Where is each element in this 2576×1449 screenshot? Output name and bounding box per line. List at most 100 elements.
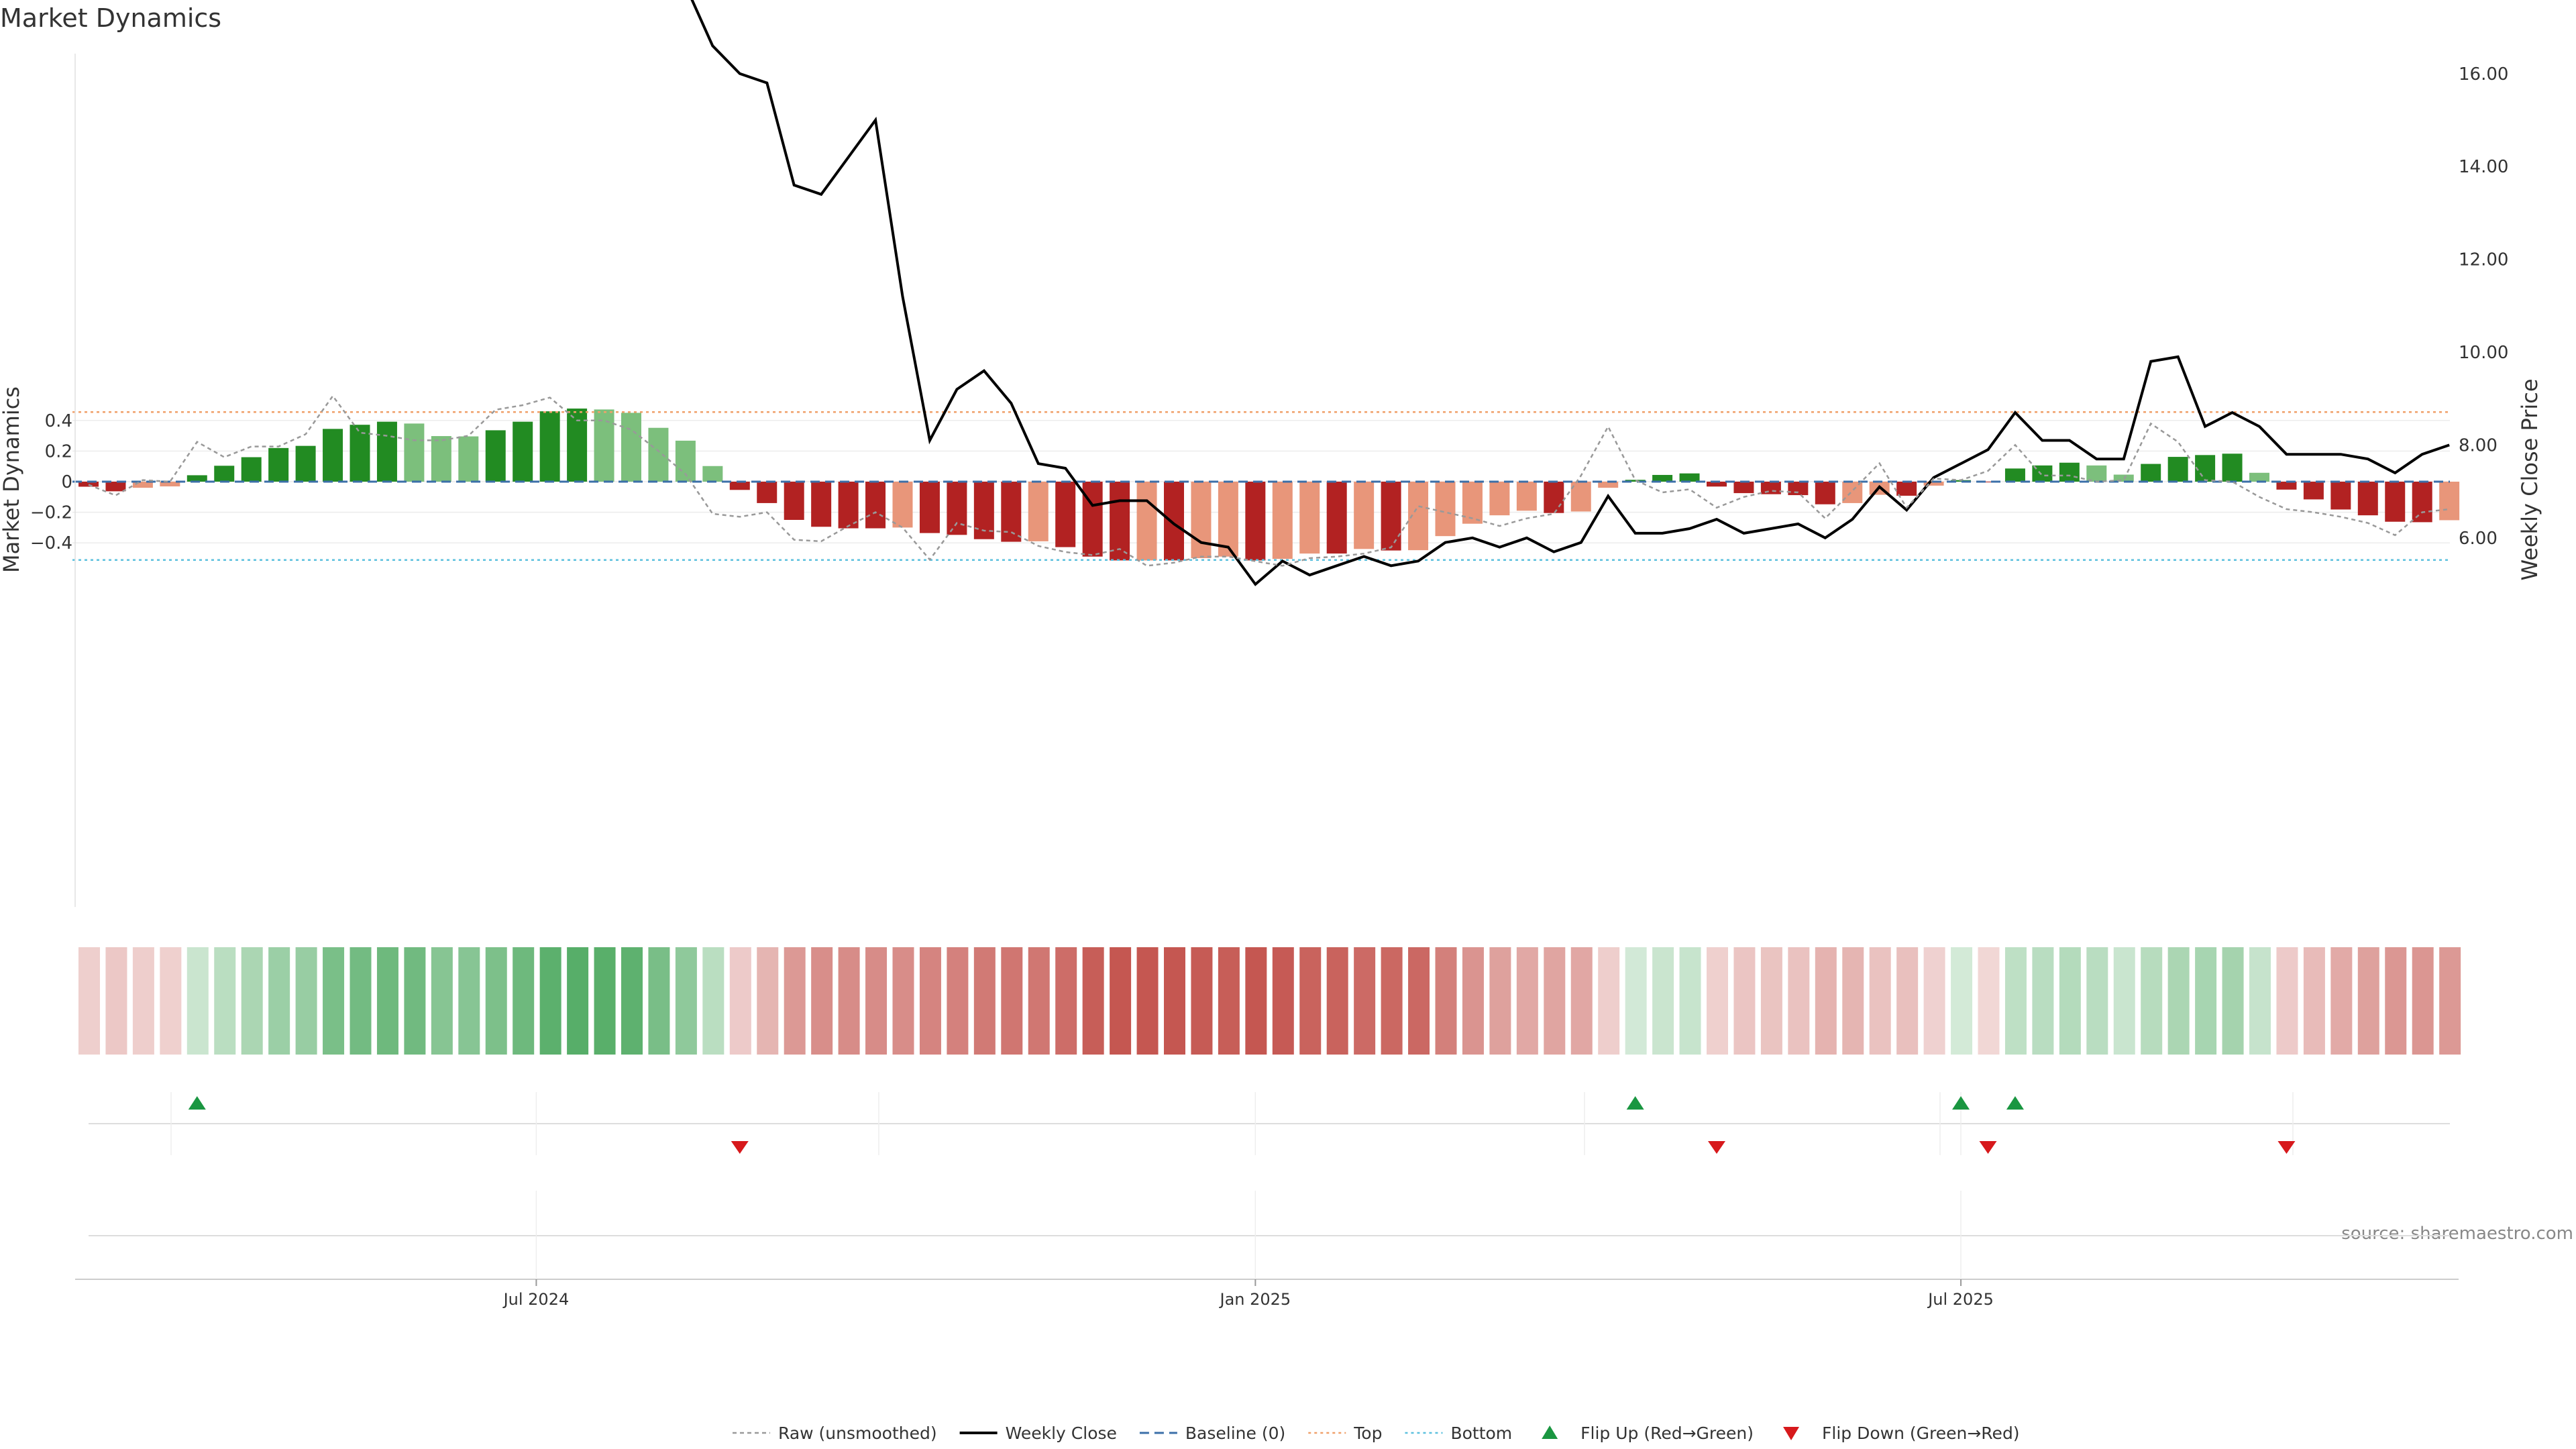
momentum-bar xyxy=(1707,482,1727,487)
momentum-bar xyxy=(838,482,859,529)
flip-up-marker xyxy=(1952,1096,1970,1110)
momentum-bar xyxy=(485,430,506,482)
momentum-bar xyxy=(2086,465,2107,482)
momentum-bar xyxy=(2303,482,2324,500)
heatmap-cell xyxy=(729,947,751,1055)
right-tick-label: 12.00 xyxy=(2459,250,2508,270)
heatmap-cell xyxy=(621,947,643,1055)
flip-markers-panel xyxy=(89,1092,2450,1155)
momentum-bar xyxy=(105,482,126,492)
momentum-bar xyxy=(2167,457,2188,482)
heatmap-cell xyxy=(1788,947,1810,1055)
momentum-bar xyxy=(729,482,750,490)
time-tick-label: Jul 2024 xyxy=(502,1290,570,1309)
heatmap-cell xyxy=(1544,947,1566,1055)
momentum-bar xyxy=(458,436,479,482)
heatmap-cell xyxy=(2385,947,2407,1055)
legend-label-flip_down: Flip Down (Green→Red) xyxy=(1822,1424,2020,1443)
momentum-bar xyxy=(1136,482,1157,561)
flip-up-marker xyxy=(188,1096,206,1110)
momentum-bar xyxy=(2222,453,2243,482)
heatmap-cell xyxy=(1245,947,1267,1055)
heatmap-cell xyxy=(947,947,969,1055)
momentum-bars xyxy=(78,409,2460,561)
heatmap-cell xyxy=(1001,947,1023,1055)
momentum-bar xyxy=(78,482,99,487)
heatmap-cell xyxy=(675,947,697,1055)
price-lines xyxy=(88,0,2450,586)
heatmap-cell xyxy=(1408,947,1430,1055)
momentum-bar xyxy=(295,445,316,482)
heatmap-cell xyxy=(2086,947,2108,1055)
momentum-bar xyxy=(214,466,235,482)
momentum-bar xyxy=(539,411,560,482)
momentum-bar xyxy=(892,482,913,528)
heatmap-cell xyxy=(1110,947,1132,1055)
flip-down-marker xyxy=(1979,1141,1997,1154)
momentum-bar xyxy=(2357,482,2378,516)
reference-levels xyxy=(72,411,2450,561)
left-tick-label: −0.2 xyxy=(30,503,72,523)
right-axis-label: Weekly Close Price xyxy=(2517,378,2542,580)
heatmap-cell xyxy=(350,947,372,1055)
right-tick-label: 16.00 xyxy=(2459,64,2508,85)
momentum-bar xyxy=(1652,474,1673,482)
heatmap-cell xyxy=(1923,947,1945,1055)
momentum-bar xyxy=(1354,482,1375,549)
momentum-bar xyxy=(1516,482,1537,511)
momentum-bar xyxy=(241,457,262,482)
momentum-bar xyxy=(1625,480,1646,482)
momentum-bar xyxy=(702,466,723,482)
heatmap-cell xyxy=(2167,947,2190,1055)
heatmap-cell xyxy=(132,947,154,1055)
heatmap-cell xyxy=(539,947,561,1055)
heatmap-cell xyxy=(1055,947,1077,1055)
heatmap-cell xyxy=(214,947,236,1055)
momentum-bar xyxy=(811,482,832,527)
momentum-bar xyxy=(1028,482,1049,541)
heatmap-strip xyxy=(78,947,2461,1055)
heatmap-cell xyxy=(513,947,535,1055)
momentum-bar xyxy=(2330,482,2351,510)
heatmap-cell xyxy=(1381,947,1403,1055)
flip-down-marker xyxy=(1708,1141,1725,1154)
momentum-bar xyxy=(2141,464,2161,482)
legend-label-baseline: Baseline (0) xyxy=(1185,1424,1285,1443)
momentum-bar xyxy=(621,413,641,482)
heatmap-cell xyxy=(1136,947,1159,1055)
momentum-bar xyxy=(1435,482,1456,537)
heatmap-cell xyxy=(1326,947,1348,1055)
right-tick-label: 10.00 xyxy=(2459,343,2508,363)
heatmap-cell xyxy=(2141,947,2163,1055)
heatmap-cell xyxy=(1191,947,1213,1055)
heatmap-cell xyxy=(2004,947,2027,1055)
momentum-bar xyxy=(784,482,804,520)
legend: Raw (unsmoothed) Weekly Close Baseline (0)… xyxy=(733,1424,2020,1443)
heatmap-cell xyxy=(1760,947,1782,1055)
heatmap-cell xyxy=(2303,947,2325,1055)
momentum-bar xyxy=(404,423,425,482)
left-axis-ticks: 0.4 0.2 0 −0.2 −0.4 xyxy=(30,54,76,907)
heatmap-cell xyxy=(241,947,263,1055)
momentum-bar xyxy=(350,425,370,482)
empty-panel xyxy=(89,1191,2450,1278)
heatmap-cell xyxy=(1707,947,1728,1055)
heatmap-cell xyxy=(1625,947,1647,1055)
momentum-bar xyxy=(1923,482,1944,486)
time-axis: Jul 2024 Jan 2025 Jul 2025 xyxy=(75,1279,2459,1309)
left-tick-label: −0.4 xyxy=(30,533,72,553)
heatmap-cell xyxy=(1435,947,1457,1055)
heatmap-cell xyxy=(1299,947,1322,1055)
momentum-bar xyxy=(1598,482,1619,488)
heatmap-cell xyxy=(1733,947,1756,1055)
heatmap-cell xyxy=(323,947,345,1055)
momentum-bar xyxy=(1733,482,1754,494)
heatmap-cell xyxy=(2113,947,2135,1055)
momentum-bar xyxy=(919,482,940,533)
time-tick-label: Jan 2025 xyxy=(1218,1290,1291,1309)
heatmap-cell xyxy=(1489,947,1511,1055)
momentum-bar xyxy=(1082,482,1103,557)
legend-label-raw: Raw (unsmoothed) xyxy=(778,1424,937,1443)
momentum-bar xyxy=(1489,482,1510,516)
